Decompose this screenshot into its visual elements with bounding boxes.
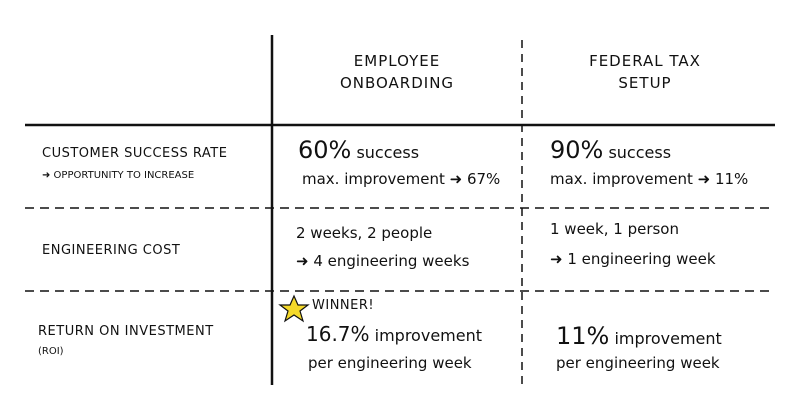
cell-value: 11% xyxy=(556,322,610,350)
cell-value: 60% xyxy=(298,136,352,164)
cell-line: max. improvement ➜ 11% xyxy=(550,170,749,188)
column-header: EMPLOYEE ONBOARDING xyxy=(277,50,517,94)
cell-value: 16.7% xyxy=(306,322,370,346)
row-label: RETURN ON INVESTMENT xyxy=(38,324,214,339)
header-line: ONBOARDING xyxy=(339,74,455,92)
star-icon xyxy=(278,294,310,323)
header-line: FEDERAL TAX xyxy=(589,52,701,70)
cell-line: ➜ 4 engineering weeks xyxy=(296,252,470,270)
header-line: SETUP xyxy=(618,74,672,92)
cell-unit: success xyxy=(356,143,420,162)
cell-line: ➜ 1 engineering week xyxy=(550,250,716,268)
cell-line: per engineering week xyxy=(308,354,472,372)
cell-headline: 90% success xyxy=(550,136,671,164)
cell-line: 1 week, 1 person xyxy=(550,220,679,238)
cell-value: 90% xyxy=(550,136,604,164)
cell-line: 2 weeks, 2 people xyxy=(296,224,433,242)
winner-badge: WINNER! xyxy=(312,298,375,313)
row-label: ENGINEERING COST xyxy=(42,243,181,258)
cell-line: max. improvement ➜ 67% xyxy=(302,170,501,188)
header-line: EMPLOYEE xyxy=(353,52,441,70)
cell-line: per engineering week xyxy=(556,354,720,372)
cell-unit: success xyxy=(608,143,672,162)
row-sublabel: ➜ OPPORTUNITY TO INCREASE xyxy=(42,170,195,181)
column-header: FEDERAL TAX SETUP xyxy=(525,50,765,94)
cell-headline: 11% improvement xyxy=(556,322,722,350)
cell-headline: 60% success xyxy=(298,136,419,164)
cell-headline: 16.7% improvement xyxy=(306,322,482,346)
row-label: CUSTOMER SUCCESS RATE xyxy=(42,146,228,161)
row-sublabel: (ROI) xyxy=(38,346,64,357)
cell-unit: improvement xyxy=(614,329,722,348)
cell-unit: improvement xyxy=(374,326,482,345)
